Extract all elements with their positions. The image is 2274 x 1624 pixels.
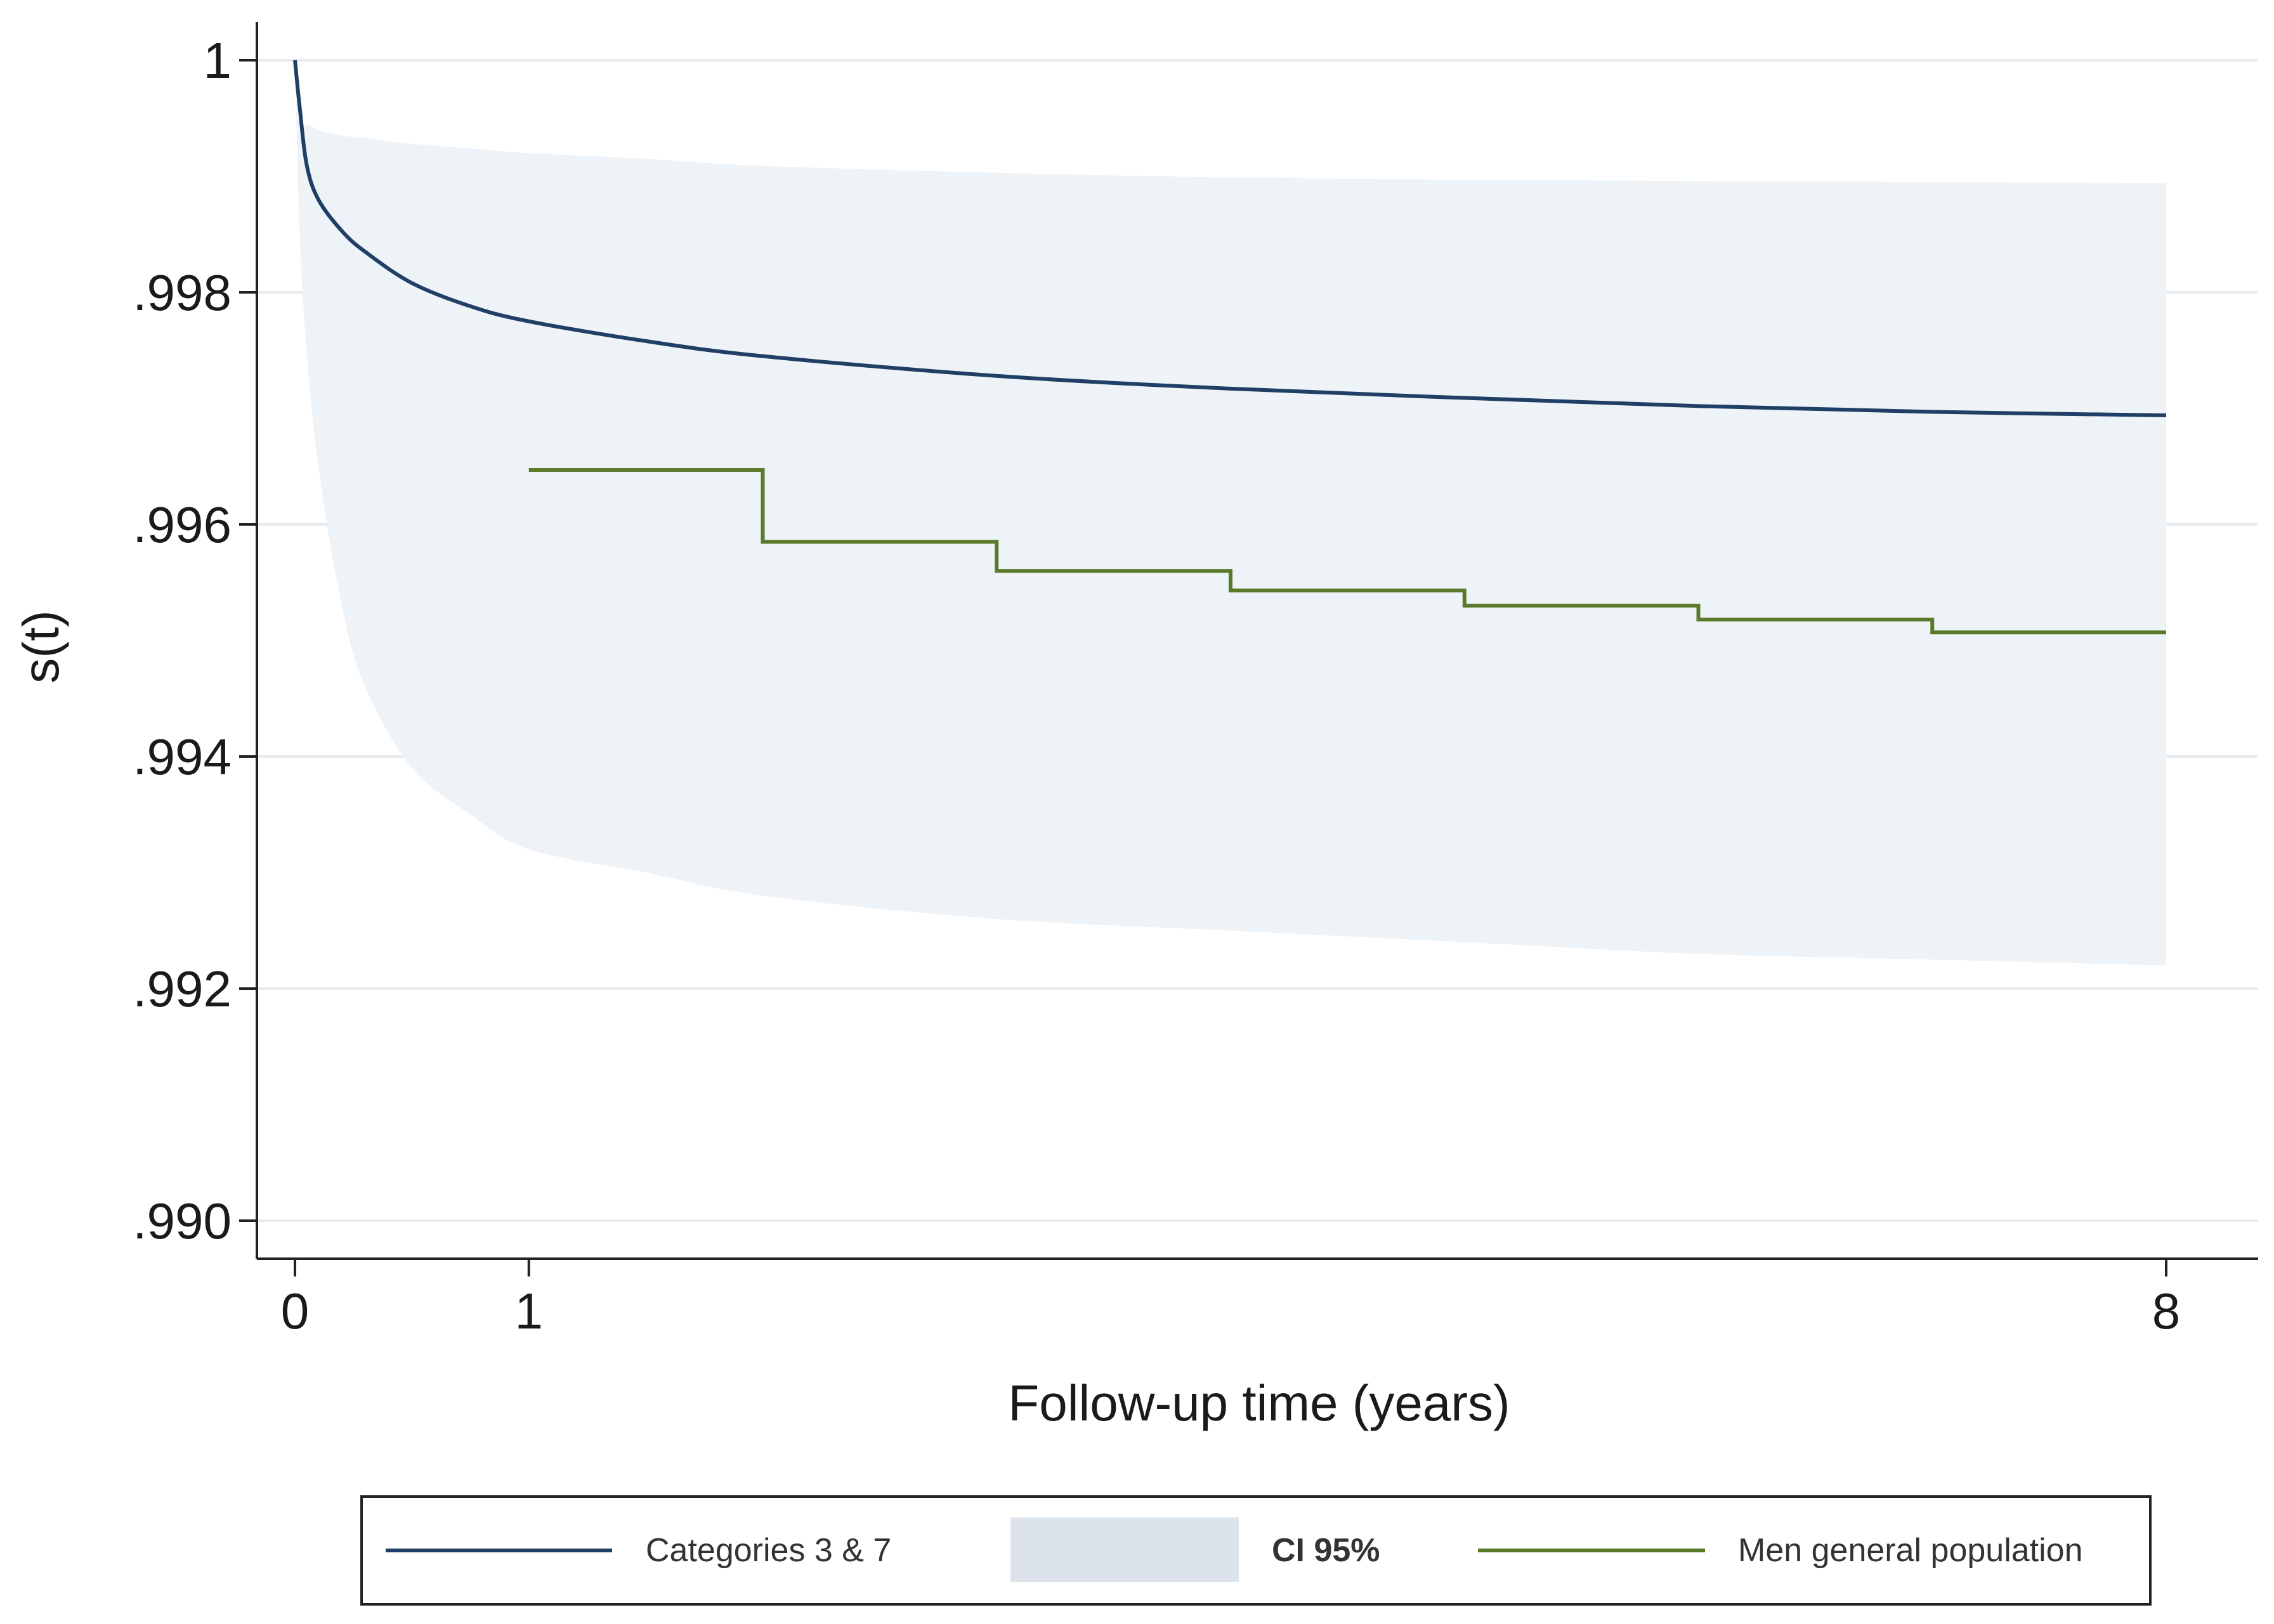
y-tick-label-5: .990 (133, 1193, 232, 1249)
legend-label-ci: CI 95% (1272, 1532, 1380, 1569)
x-tick-label-0: 0 (281, 1283, 310, 1339)
legend-frame (360, 1495, 2152, 1606)
legend-swatch-ci (1010, 1517, 1239, 1582)
legend: Categories 3 & 7 CI 95% Men general popu… (360, 1495, 2152, 1606)
axes (256, 22, 2258, 1260)
y-tick-label-3: .994 (133, 729, 232, 785)
x-ticks: 0 1 8 (281, 1259, 2181, 1339)
series-line-categories (293, 60, 2167, 417)
legend-label-categories: Categories 3 & 7 (646, 1532, 891, 1569)
y-tick-label-1: .998 (133, 264, 232, 321)
x-tick-label-1: 1 (515, 1283, 544, 1339)
x-axis-title: Follow-up time (years) (1008, 1375, 1510, 1431)
y-ticks: 1 .998 .996 .994 .992 .990 (133, 32, 257, 1249)
y-axis-title: s(t) (13, 610, 69, 684)
y-tick-label-4: .992 (133, 961, 232, 1017)
ci-band (295, 60, 2166, 966)
series-step-general-population (528, 467, 2166, 635)
legend-label-general-population: Men general population (1738, 1532, 2083, 1569)
y-tick-label-2: .996 (133, 497, 232, 553)
series-layer (293, 60, 2167, 635)
x-tick-label-2: 8 (2152, 1283, 2181, 1339)
ci-band-layer (295, 60, 2166, 966)
y-tick-label-0: 1 (204, 32, 232, 89)
